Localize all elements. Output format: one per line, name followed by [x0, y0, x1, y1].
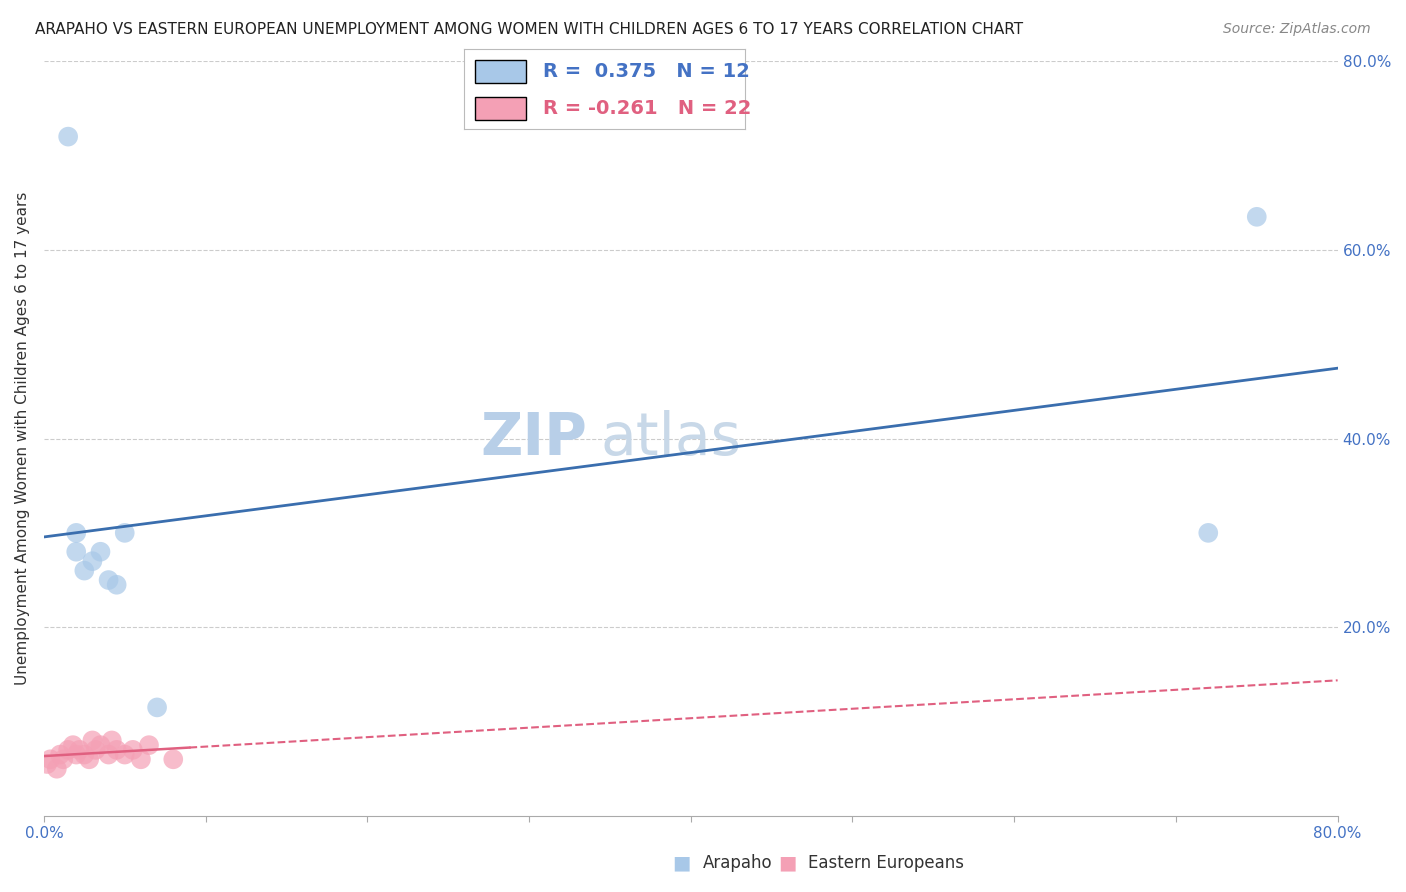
- Point: [52, 752, 75, 766]
- Point: [146, 700, 169, 714]
- Text: atlas: atlas: [600, 410, 741, 467]
- Point: [45, 762, 67, 776]
- Point: [49, 747, 72, 762]
- Text: ■: ■: [778, 854, 797, 872]
- Text: ZIP: ZIP: [481, 410, 588, 467]
- Point: [89, 738, 111, 752]
- Point: [39, 752, 62, 766]
- Text: R =  0.375   N = 12: R = 0.375 N = 12: [543, 62, 749, 81]
- Point: [89, 545, 111, 559]
- Point: [121, 743, 143, 757]
- Text: R = -0.261   N = 22: R = -0.261 N = 22: [543, 99, 751, 118]
- Point: [97, 747, 120, 762]
- Point: [69, 743, 91, 757]
- Y-axis label: Unemployment Among Women with Children Ages 6 to 17 years: Unemployment Among Women with Children A…: [15, 192, 30, 685]
- Point: [82, 733, 104, 747]
- Point: [162, 752, 184, 766]
- Point: [56, 129, 79, 144]
- Point: [1197, 525, 1219, 540]
- Point: [105, 743, 128, 757]
- Point: [84, 743, 107, 757]
- Text: Eastern Europeans: Eastern Europeans: [808, 855, 965, 872]
- Point: [101, 733, 124, 747]
- Point: [138, 738, 160, 752]
- Text: ■: ■: [672, 854, 692, 872]
- FancyBboxPatch shape: [475, 97, 526, 120]
- Point: [129, 752, 152, 766]
- Point: [77, 752, 100, 766]
- Point: [65, 747, 87, 762]
- Point: [37, 757, 59, 772]
- Text: Arapaho: Arapaho: [703, 855, 773, 872]
- Text: Source: ZipAtlas.com: Source: ZipAtlas.com: [1223, 22, 1371, 37]
- Point: [65, 525, 87, 540]
- Point: [62, 738, 84, 752]
- Point: [65, 545, 87, 559]
- FancyBboxPatch shape: [475, 61, 526, 83]
- Point: [114, 747, 136, 762]
- Point: [73, 747, 96, 762]
- Point: [56, 743, 79, 757]
- Point: [97, 573, 120, 587]
- Text: ARAPAHO VS EASTERN EUROPEAN UNEMPLOYMENT AMONG WOMEN WITH CHILDREN AGES 6 TO 17 : ARAPAHO VS EASTERN EUROPEAN UNEMPLOYMENT…: [35, 22, 1024, 37]
- Point: [1246, 210, 1268, 224]
- Point: [114, 525, 136, 540]
- Point: [105, 578, 128, 592]
- Point: [82, 554, 104, 568]
- Point: [73, 564, 96, 578]
